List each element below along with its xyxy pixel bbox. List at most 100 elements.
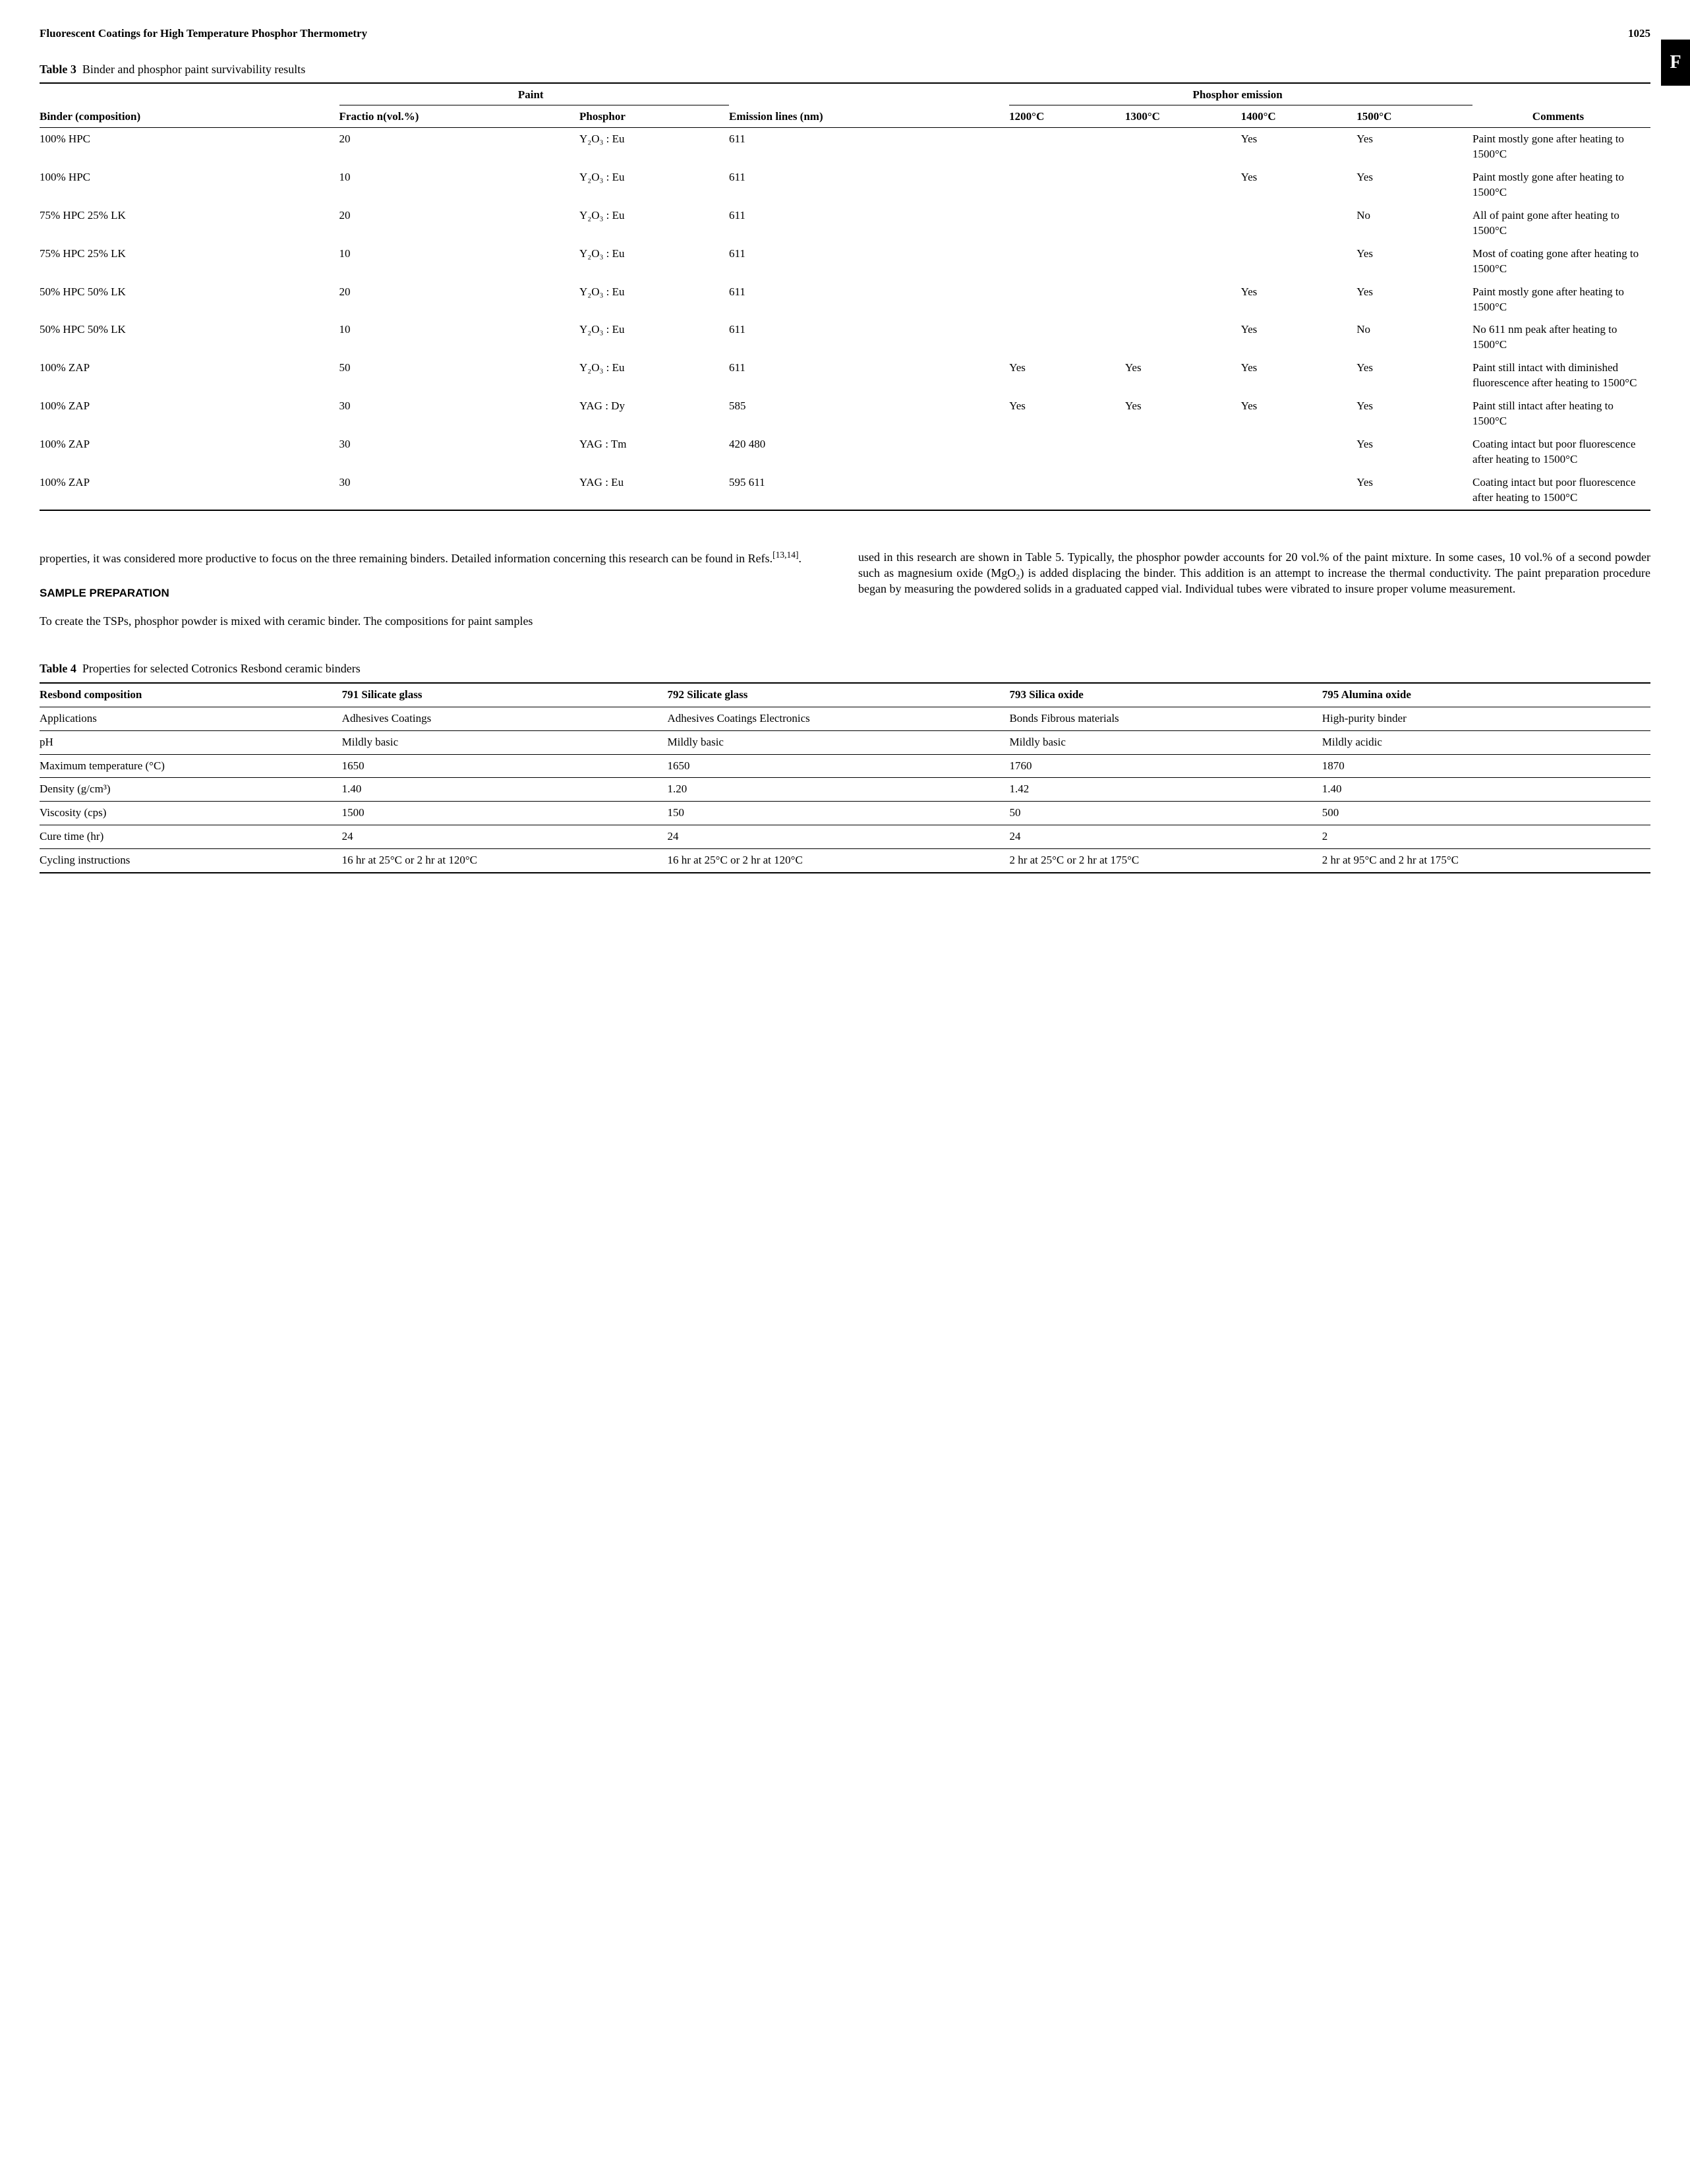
table-cell: 50	[339, 357, 580, 395]
table-cell: 100% ZAP	[40, 357, 339, 395]
table-row: Viscosity (cps)150015050500	[40, 802, 1650, 825]
table-row: Cycling instructions16 hr at 25°C or 2 h…	[40, 849, 1650, 873]
table-row: 50% HPC 50% LK10Y₂O₃ : Eu611YesNoNo 611 …	[40, 318, 1650, 357]
table-cell	[1125, 243, 1241, 281]
table-cell: YAG : Tm	[579, 433, 729, 471]
table-cell: Y₂O₃ : Eu	[579, 204, 729, 243]
table-cell: Yes	[1356, 128, 1472, 166]
th-comments: Comments	[1472, 105, 1650, 128]
table-cell: 100% HPC	[40, 166, 339, 204]
left-para1-end: .	[799, 552, 802, 565]
table3-label: Table 3	[40, 63, 76, 76]
table-cell: Density (g/cm³)	[40, 778, 342, 802]
table-cell: Yes	[1356, 433, 1472, 471]
table-cell: 1650	[668, 754, 1010, 778]
section-tab: F	[1661, 40, 1690, 86]
table-cell	[1125, 281, 1241, 319]
table3-group-paint: Paint	[339, 83, 729, 105]
table-cell: 611	[729, 128, 1009, 166]
th-binder: Binder (composition)	[40, 105, 339, 128]
table-cell: Yes	[1241, 357, 1357, 395]
table-cell: Mildly basic	[342, 730, 668, 754]
table-row: Maximum temperature (°C)1650165017601870	[40, 754, 1650, 778]
table-cell: Viscosity (cps)	[40, 802, 342, 825]
table-cell: 50% HPC 50% LK	[40, 318, 339, 357]
table-row: pHMildly basicMildly basicMildly basicMi…	[40, 730, 1650, 754]
table-cell: Maximum temperature (°C)	[40, 754, 342, 778]
th-1200: 1200°C	[1009, 105, 1125, 128]
table-cell: 16 hr at 25°C or 2 hr at 120°C	[668, 849, 1010, 873]
table-cell: 1500	[342, 802, 668, 825]
table-cell: Most of coating gone after heating to 15…	[1472, 243, 1650, 281]
table-cell: Yes	[1356, 243, 1472, 281]
table-cell: Yes	[1125, 395, 1241, 433]
table-cell: YAG : Eu	[579, 471, 729, 510]
table-cell	[1241, 433, 1357, 471]
table-cell: No	[1356, 318, 1472, 357]
table-cell: 1.42	[1009, 778, 1322, 802]
table-row: Cure time (hr)2424242	[40, 825, 1650, 849]
table-cell: 1760	[1009, 754, 1322, 778]
table-cell: No	[1356, 204, 1472, 243]
table-cell: 20	[339, 128, 580, 166]
page-number: 1025	[1628, 26, 1650, 42]
table-row: 100% ZAP30YAG : Dy585YesYesYesYesPaint s…	[40, 395, 1650, 433]
table-cell: 24	[1009, 825, 1322, 849]
table-cell: Yes	[1125, 357, 1241, 395]
table-cell: 10	[339, 243, 580, 281]
left-para1: properties, it was considered more produ…	[40, 549, 832, 566]
table-cell	[1125, 433, 1241, 471]
table-cell	[1241, 204, 1357, 243]
right-column: used in this research are shown in Table…	[858, 537, 1650, 641]
table-cell: 611	[729, 166, 1009, 204]
table-cell: Yes	[1356, 281, 1472, 319]
refs-sup: [13,14]	[772, 550, 798, 560]
table4-caption-text: Properties for selected Cotronics Resbon…	[82, 662, 361, 675]
table-cell: 30	[339, 433, 580, 471]
table-cell: Applications	[40, 707, 342, 730]
t4-th-791: 791 Silicate glass	[342, 683, 668, 707]
table-cell	[1009, 204, 1125, 243]
table-cell: 2 hr at 95°C and 2 hr at 175°C	[1322, 849, 1650, 873]
table-row: 50% HPC 50% LK20Y₂O₃ : Eu611YesYesPaint …	[40, 281, 1650, 319]
t4-th-792: 792 Silicate glass	[668, 683, 1010, 707]
left-para2: To create the TSPs, phosphor powder is m…	[40, 613, 832, 629]
table-cell: Adhesives Coatings	[342, 707, 668, 730]
t4-th-795: 795 Alumina oxide	[1322, 683, 1650, 707]
table-cell: 611	[729, 318, 1009, 357]
table-cell	[1241, 243, 1357, 281]
t4-th-comp: Resbond composition	[40, 683, 342, 707]
table-cell: 10	[339, 166, 580, 204]
running-title: Fluorescent Coatings for High Temperatur…	[40, 26, 367, 42]
table-cell: Yes	[1356, 166, 1472, 204]
table4: Resbond composition 791 Silicate glass 7…	[40, 682, 1650, 874]
table-cell	[1009, 471, 1125, 510]
table4-label: Table 4	[40, 662, 76, 675]
table-cell: Yes	[1241, 281, 1357, 319]
body-columns: properties, it was considered more produ…	[40, 537, 1650, 641]
table-cell: 2 hr at 25°C or 2 hr at 175°C	[1009, 849, 1322, 873]
table-cell: Mildly basic	[1009, 730, 1322, 754]
table-cell	[1125, 128, 1241, 166]
table-cell: Paint still intact after heating to 1500…	[1472, 395, 1650, 433]
table-cell: 75% HPC 25% LK	[40, 243, 339, 281]
table3: Paint Phosphor emission Binder (composit…	[40, 82, 1650, 511]
table-cell: 1.20	[668, 778, 1010, 802]
section-heading: SAMPLE PREPARATION	[40, 586, 832, 601]
table-row: 100% ZAP30YAG : Eu595 611YesCoating inta…	[40, 471, 1650, 510]
table-cell	[1009, 433, 1125, 471]
table3-caption: Table 3 Binder and phosphor paint surviv…	[40, 61, 1650, 77]
table-cell: 24	[342, 825, 668, 849]
table-cell	[1125, 166, 1241, 204]
table-cell: 100% HPC	[40, 128, 339, 166]
table-row: ApplicationsAdhesives CoatingsAdhesives …	[40, 707, 1650, 730]
th-1400: 1400°C	[1241, 105, 1357, 128]
table-row: 100% ZAP50Y₂O₃ : Eu611YesYesYesYesPaint …	[40, 357, 1650, 395]
th-emission: Emission lines (nm)	[729, 105, 1009, 128]
table-cell: Paint mostly gone after heating to 1500°…	[1472, 128, 1650, 166]
table-cell: No 611 nm peak after heating to 1500°C	[1472, 318, 1650, 357]
table-cell: Yes	[1009, 395, 1125, 433]
table-cell: 75% HPC 25% LK	[40, 204, 339, 243]
table-cell: 420 480	[729, 433, 1009, 471]
table3-group-emission: Phosphor emission	[1009, 83, 1472, 105]
